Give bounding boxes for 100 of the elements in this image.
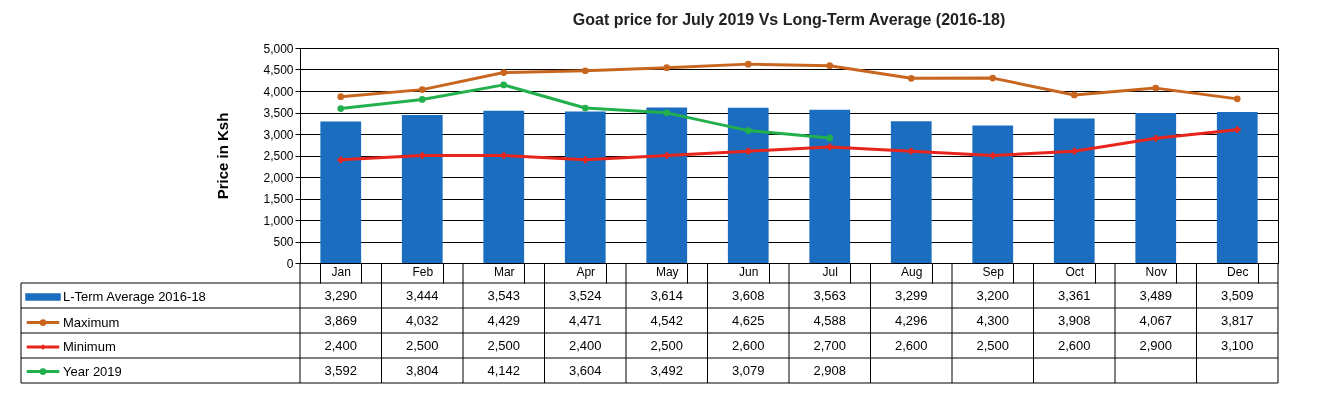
point <box>826 143 834 151</box>
data-label: 3,869 <box>324 312 358 328</box>
point <box>989 74 997 82</box>
data-label: 3,492 <box>650 362 684 378</box>
point <box>663 152 671 159</box>
data-label: 3,908 <box>1057 312 1091 328</box>
data-label: 3,509 <box>1220 287 1254 303</box>
x-tick-label: Dec <box>1227 264 1249 279</box>
data-label: 4,032 <box>405 312 439 328</box>
data-label: 2,900 <box>1139 337 1173 353</box>
data-label: 2,600 <box>731 337 765 353</box>
data-label: 2,500 <box>405 337 439 353</box>
point <box>907 74 915 82</box>
data-label: 4,429 <box>487 312 521 328</box>
y-tick-label: 5,000 <box>263 41 294 56</box>
point <box>337 105 345 112</box>
data-label: 3,079 <box>731 362 765 378</box>
data-label: 3,592 <box>324 362 358 378</box>
point <box>1152 134 1160 142</box>
data-label: 3,543 <box>487 287 521 303</box>
data-label: 2,500 <box>976 337 1010 353</box>
y-tick-label: 3,000 <box>263 127 294 142</box>
y-tick-label: 3,500 <box>263 106 294 120</box>
x-tick-label: Jul <box>822 264 838 279</box>
y-tick-label: 0 <box>286 256 294 271</box>
data-label: 2,500 <box>487 337 521 353</box>
point <box>907 147 915 155</box>
point <box>418 96 426 103</box>
point <box>744 147 752 155</box>
data-label: 3,817 <box>1220 312 1254 328</box>
point <box>663 64 671 72</box>
point <box>744 60 752 68</box>
data-label: 3,290 <box>324 287 358 303</box>
point <box>337 156 345 164</box>
x-tick-label: Jan <box>331 264 351 279</box>
y-tick-label: 1,500 <box>263 192 294 206</box>
y-tick-label: 4,000 <box>263 84 294 99</box>
data-label: 4,296 <box>894 312 928 328</box>
x-tick-label: Feb <box>412 264 434 279</box>
point <box>418 86 426 93</box>
point <box>1070 91 1078 99</box>
x-tick-label: Oct <box>1065 264 1085 279</box>
x-tick-label: Mar <box>493 264 515 279</box>
point <box>826 62 834 70</box>
y-tick-label: 1,000 <box>263 213 294 228</box>
point <box>1152 84 1160 92</box>
point <box>1233 95 1241 103</box>
legend-label: Maximum <box>63 314 120 330</box>
x-tick-label: Aug <box>901 264 923 279</box>
data-label: 4,067 <box>1139 312 1173 328</box>
x-tick-label: Sep <box>982 264 1005 279</box>
point <box>989 152 997 159</box>
data-label: 3,524 <box>568 287 602 303</box>
point <box>826 134 834 142</box>
data-label: 3,563 <box>813 287 847 303</box>
data-label: 3,614 <box>650 287 684 303</box>
data-label: 3,489 <box>1139 287 1173 303</box>
y-tick-label: 500 <box>273 235 294 249</box>
point <box>744 127 752 134</box>
y-tick-label: 2,000 <box>263 170 294 185</box>
data-label: 2,600 <box>894 337 928 353</box>
data-label: 2,700 <box>813 337 847 353</box>
data-label: 2,908 <box>813 362 847 378</box>
data-label: 3,100 <box>1220 337 1254 353</box>
data-label: 3,604 <box>568 362 602 378</box>
point <box>500 69 508 76</box>
data-label: 4,142 <box>487 362 521 378</box>
data-label: 4,471 <box>568 312 602 328</box>
x-tick-label: May <box>655 264 679 279</box>
x-tick-label: Jun <box>739 264 759 279</box>
y-tick-label: 4,500 <box>263 63 294 77</box>
data-label: 3,444 <box>405 287 439 303</box>
point <box>1070 147 1078 155</box>
data-label: 2,400 <box>324 337 358 353</box>
data-label: 4,625 <box>731 312 765 328</box>
x-tick-label: Apr <box>576 264 596 279</box>
data-label: 4,588 <box>813 312 847 328</box>
point <box>581 67 589 75</box>
point <box>663 109 671 117</box>
point <box>581 156 589 164</box>
point <box>1233 126 1241 134</box>
data-label: 3,299 <box>894 287 928 303</box>
data-label: 4,300 <box>976 312 1010 328</box>
legend-label: Minimum <box>63 339 116 354</box>
data-label: 3,361 <box>1057 287 1091 303</box>
data-label: 4,542 <box>650 312 684 328</box>
chart-title: Goat price for July 2019 Vs Long-Term Average (2016-18) <box>572 11 1006 28</box>
legend-label: Year 2019 <box>63 363 122 379</box>
x-tick-label: Nov <box>1145 264 1167 279</box>
data-label: 3,804 <box>405 362 439 378</box>
y-tick-label: 2,500 <box>263 149 294 163</box>
point <box>500 81 508 89</box>
point <box>581 104 589 112</box>
legend-label: L-Term Average 2016-18 <box>63 289 206 304</box>
data-label: 2,500 <box>650 337 684 353</box>
data-label: 3,200 <box>976 287 1010 303</box>
data-label: 2,400 <box>568 337 602 353</box>
data-label: 2,600 <box>1057 337 1091 353</box>
point <box>337 93 345 100</box>
data-label: 3,608 <box>731 287 765 303</box>
